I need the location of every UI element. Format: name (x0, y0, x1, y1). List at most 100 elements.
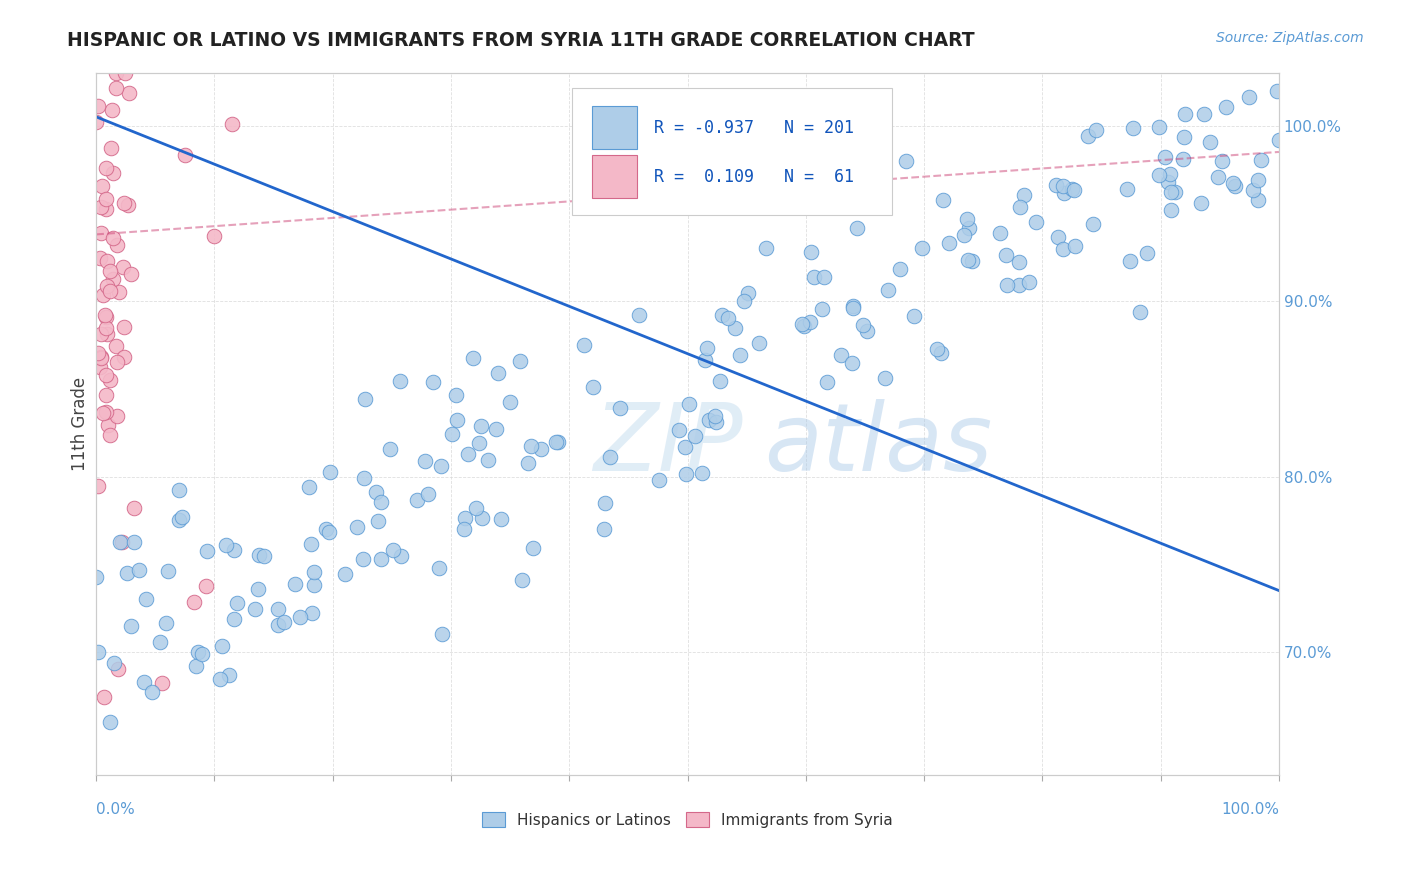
Point (997, 277, 1019, 292)
Point (202, 229, 225, 244)
Point (90, 350, 112, 364)
Point (135, 591, 157, 606)
Point (799, 315, 821, 329)
Point (1045, 178, 1067, 192)
Point (429, 459, 451, 474)
Point (174, 148, 197, 162)
Point (477, 453, 499, 467)
Point (389, 375, 412, 389)
Text: ZIP: ZIP (593, 400, 742, 491)
Point (508, 353, 530, 368)
Point (98, 428, 121, 442)
Point (547, 435, 569, 450)
Point (453, 522, 475, 536)
Point (427, 561, 450, 575)
Point (124, 501, 146, 516)
Text: atlas: atlas (765, 400, 993, 491)
Point (647, 473, 669, 487)
Point (1025, 215, 1047, 229)
Point (1081, 217, 1104, 231)
Point (1129, 305, 1152, 319)
Point (889, 261, 911, 276)
Point (693, 352, 716, 367)
Point (696, 341, 718, 355)
Point (299, 537, 322, 551)
Point (215, 538, 238, 552)
Point (186, 659, 208, 673)
Point (117, 566, 139, 580)
Point (117, 198, 139, 212)
Text: R =  0.109   N =  61: R = 0.109 N = 61 (654, 168, 855, 186)
Point (581, 380, 603, 394)
Point (354, 392, 377, 406)
Point (273, 615, 295, 629)
Point (1077, 129, 1099, 144)
Point (247, 548, 270, 562)
Point (1192, 107, 1215, 121)
Point (288, 610, 311, 624)
Point (1122, 120, 1144, 135)
Point (1208, 170, 1230, 185)
Point (1225, 179, 1247, 194)
FancyBboxPatch shape (572, 88, 893, 216)
Point (246, 582, 269, 596)
Point (87, 98, 110, 112)
Point (353, 470, 375, 484)
Point (894, 154, 917, 169)
Point (1052, 242, 1074, 256)
Point (1159, 167, 1181, 181)
Point (938, 236, 960, 251)
Point (925, 342, 948, 356)
Point (225, 596, 247, 610)
Point (382, 542, 405, 557)
Point (1010, 200, 1032, 214)
Point (101, 103, 124, 118)
Point (94, 161, 117, 176)
Point (792, 319, 814, 334)
Point (704, 415, 727, 429)
Point (1064, 239, 1087, 253)
Point (678, 397, 700, 411)
Point (516, 456, 538, 470)
Point (815, 375, 838, 389)
Point (960, 254, 983, 268)
Point (703, 409, 725, 423)
Point (104, 338, 127, 352)
Point (91, 406, 114, 420)
Point (956, 211, 979, 226)
Point (1052, 178, 1074, 193)
Point (352, 551, 374, 566)
Point (520, 439, 543, 453)
Point (471, 511, 494, 525)
Point (94, 388, 117, 402)
Point (522, 541, 544, 556)
Point (1247, 193, 1270, 207)
Point (150, 675, 173, 690)
Point (172, 509, 194, 524)
Point (668, 423, 690, 437)
Point (104, 66, 127, 80)
Point (856, 324, 879, 338)
Point (709, 374, 731, 388)
Point (1247, 173, 1270, 187)
Point (1063, 183, 1085, 197)
Point (132, 675, 155, 690)
Point (101, 230, 124, 244)
Point (1189, 195, 1212, 210)
Point (391, 549, 413, 564)
Point (298, 480, 321, 494)
Point (1199, 135, 1222, 149)
Point (499, 394, 522, 409)
Point (93, 690, 115, 704)
Point (367, 514, 389, 528)
Point (222, 611, 245, 625)
Point (97, 418, 120, 433)
Point (84, 570, 107, 584)
Y-axis label: 11th Grade: 11th Grade (72, 376, 89, 471)
Point (1173, 130, 1195, 145)
Point (378, 442, 401, 456)
Point (461, 351, 484, 366)
Text: R = -0.937   N = 201: R = -0.937 N = 201 (654, 119, 855, 136)
Point (100, 141, 122, 155)
Point (105, 354, 128, 368)
